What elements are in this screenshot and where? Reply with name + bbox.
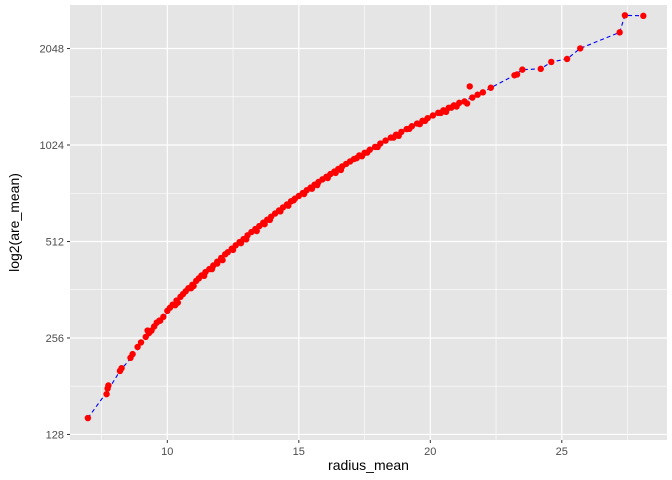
- data-point: [84, 414, 92, 422]
- data-point: [277, 208, 284, 215]
- data-point: [390, 134, 397, 141]
- data-point: [253, 227, 260, 235]
- data-point: [421, 117, 429, 125]
- y-tick-label: 512: [46, 236, 64, 248]
- y-tick-label: 256: [46, 333, 64, 345]
- data-point: [105, 382, 112, 389]
- data-point: [363, 149, 371, 156]
- data-point: [156, 317, 163, 324]
- x-tick-label: 15: [293, 446, 305, 458]
- data-point: [429, 112, 437, 119]
- data-point: [314, 181, 321, 189]
- data-point: [577, 45, 584, 52]
- plot-panel: [70, 5, 667, 440]
- data-point: [214, 260, 221, 267]
- data-point: [406, 125, 413, 133]
- data-point: [487, 84, 494, 91]
- x-tick-label: 20: [424, 446, 436, 458]
- data-point: [382, 137, 389, 144]
- data-point: [237, 239, 245, 247]
- data-point: [137, 339, 145, 346]
- data-point: [160, 313, 167, 321]
- data-point: [353, 154, 360, 162]
- x-tick-label: 10: [161, 446, 173, 458]
- data-point: [300, 190, 308, 198]
- data-point: [374, 143, 381, 151]
- data-point: [337, 166, 345, 174]
- data-point: [513, 71, 521, 78]
- data-point: [290, 197, 297, 204]
- y-axis: 128 256 512 1024 2048: [40, 44, 70, 441]
- data-point: [358, 152, 366, 160]
- x-axis-title: radius_mean: [328, 457, 409, 473]
- data-point: [395, 132, 402, 140]
- data-point: [172, 301, 179, 309]
- y-axis-title: log2(are_mean): [6, 173, 22, 272]
- data-point: [463, 100, 471, 107]
- grid-major: [70, 5, 667, 440]
- data-point: [285, 202, 292, 209]
- data-point: [469, 94, 476, 101]
- data-point: [466, 83, 473, 90]
- data-point: [229, 246, 237, 254]
- data-point: [537, 65, 544, 73]
- data-point: [479, 89, 487, 96]
- data-point: [219, 256, 226, 264]
- data-points: [84, 12, 647, 422]
- y-tick-label: 128: [46, 429, 64, 441]
- data-point: [308, 185, 316, 192]
- data-point: [616, 29, 623, 36]
- data-point: [324, 174, 331, 182]
- data-point: [103, 390, 110, 398]
- data-point: [448, 104, 455, 111]
- data-point: [208, 265, 216, 273]
- data-point: [200, 272, 208, 280]
- data-point: [144, 327, 151, 334]
- y-tick-label: 1024: [40, 140, 64, 152]
- y-tick-label: 2048: [40, 44, 64, 56]
- data-point: [563, 55, 571, 63]
- grid-minor: [70, 5, 667, 440]
- data-point: [266, 216, 274, 224]
- data-point: [187, 285, 195, 292]
- data-point: [640, 12, 647, 20]
- data-point: [134, 343, 141, 351]
- data-point: [261, 220, 268, 228]
- data-point: [442, 108, 450, 116]
- data-point: [474, 91, 481, 98]
- data-point: [519, 66, 526, 73]
- data-point: [621, 12, 629, 19]
- x-tick-label: 25: [556, 446, 568, 458]
- data-point: [118, 365, 125, 372]
- data-point: [416, 120, 423, 128]
- x-axis: 10 15 20 25: [161, 440, 568, 458]
- data-point: [437, 109, 445, 117]
- data-point: [129, 350, 136, 358]
- data-point: [453, 103, 460, 110]
- data-point: [332, 169, 339, 177]
- data-point: [548, 58, 555, 66]
- data-point: [243, 236, 250, 243]
